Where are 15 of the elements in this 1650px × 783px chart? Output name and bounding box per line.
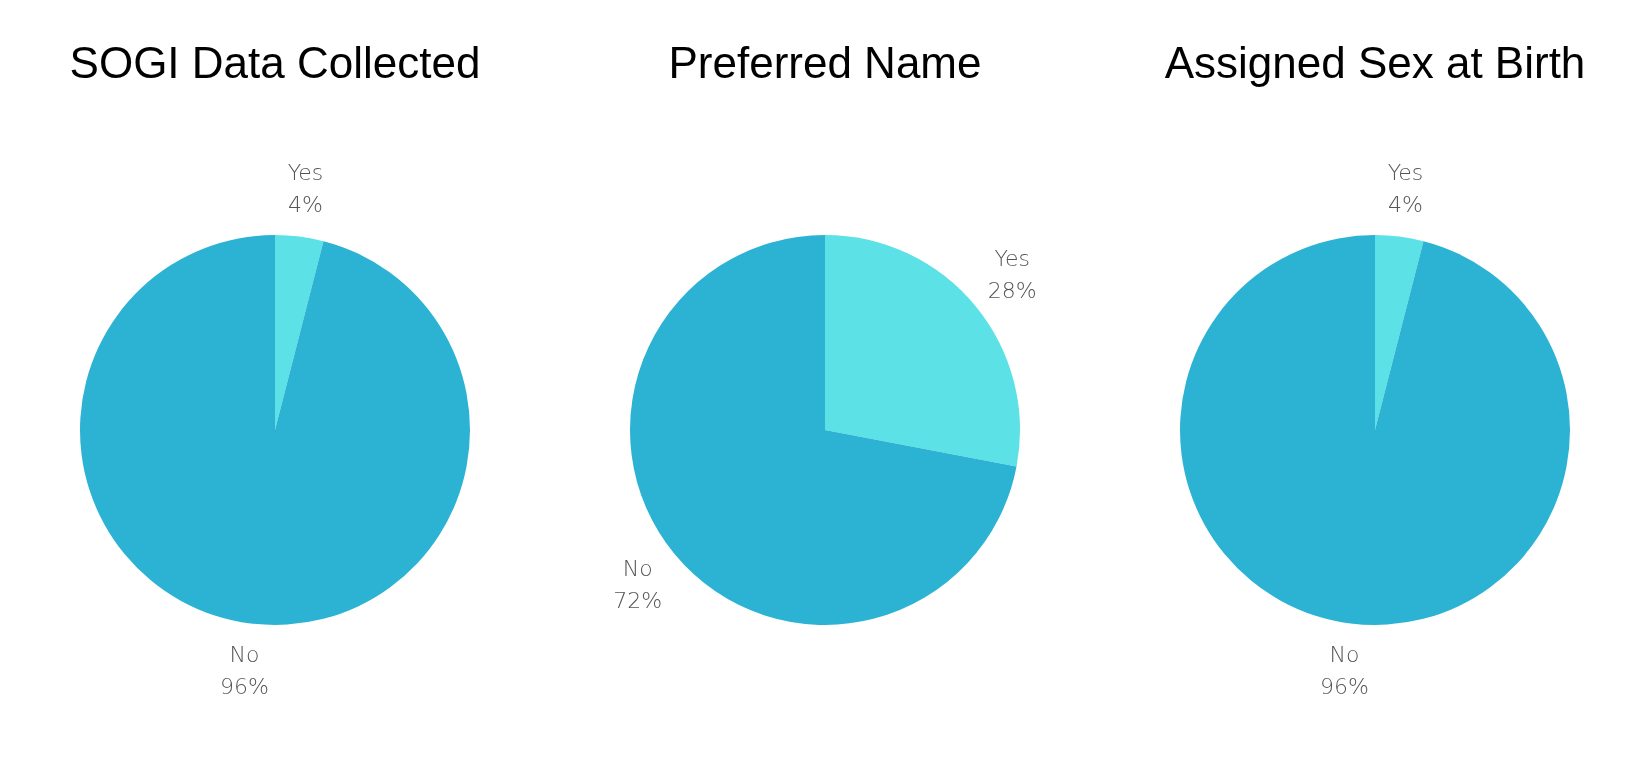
slice-label: Yes (994, 245, 1030, 271)
data-label: 96% (1320, 673, 1369, 699)
data-label: 28% (987, 277, 1037, 303)
data-label: 96% (220, 673, 269, 699)
slice-label: No (1329, 641, 1360, 667)
chart-title: Preferred Name (668, 37, 982, 89)
data-label: 72% (613, 587, 663, 613)
slice-label: No (622, 555, 653, 581)
data-label: 4% (1388, 191, 1423, 217)
slice-label: No (229, 641, 260, 667)
slice-label: Yes (1387, 159, 1424, 185)
chart-title: SOGI Data Collected (69, 37, 481, 89)
data-label: 4% (288, 191, 323, 217)
chart-title: Assigned Sex at Birth (1164, 37, 1586, 89)
slice-label: Yes (287, 159, 324, 185)
